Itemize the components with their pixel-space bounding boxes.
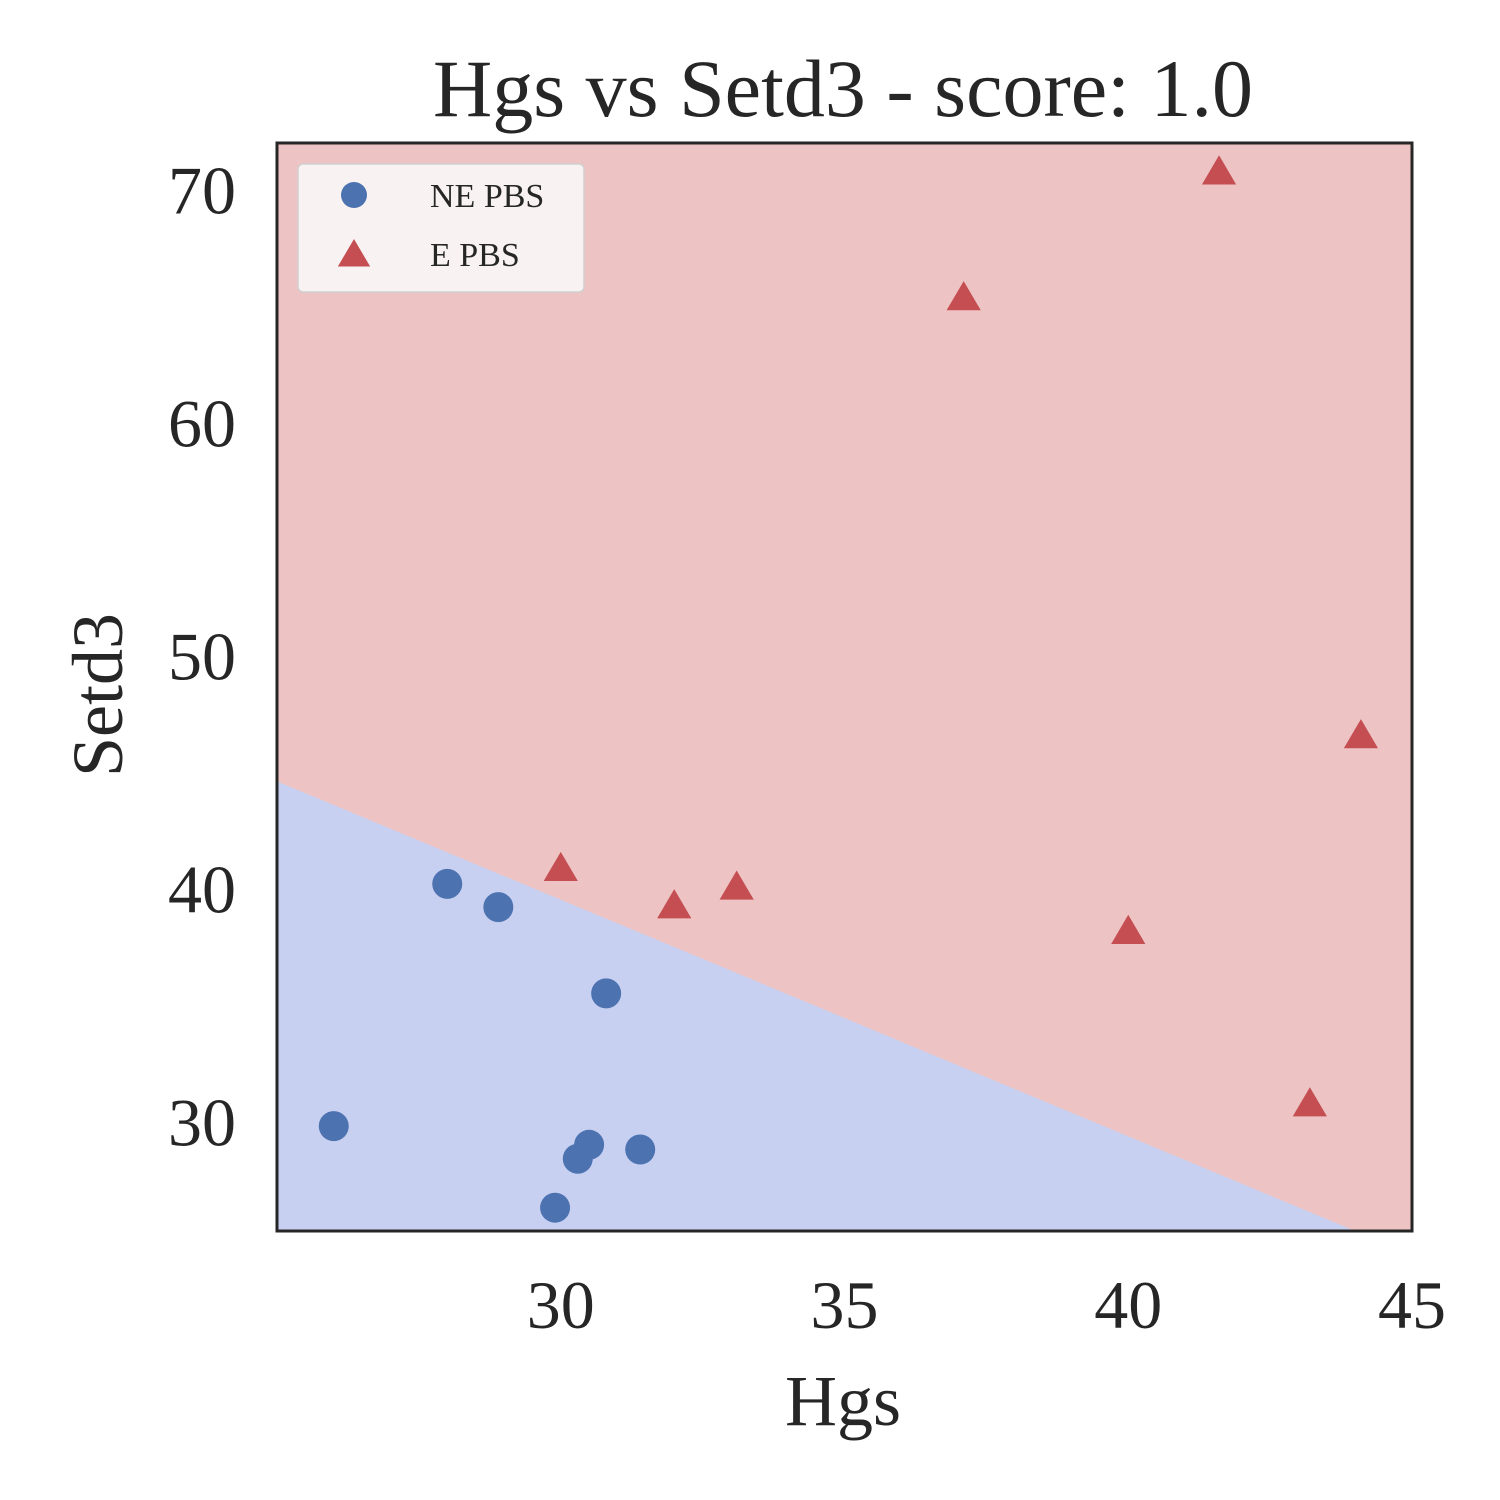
point-e-pbs-5 (1201, 155, 1237, 185)
point-ne-pbs-5 (562, 1143, 593, 1174)
y-tick-0: 30 (168, 1085, 236, 1161)
decision-regions (277, 143, 1412, 1231)
legend-box (297, 163, 585, 293)
point-e-pbs-3 (946, 281, 981, 311)
point-e-pbs-1 (657, 889, 692, 919)
point-ne-pbs-2 (483, 892, 514, 923)
legend-marker-e-pbs (337, 239, 371, 267)
data-points (318, 155, 1379, 1223)
legend-label-e-pbs: E PBS (430, 237, 520, 274)
x-tick-1: 35 (811, 1267, 879, 1343)
point-e-pbs-4 (1111, 914, 1146, 944)
point-ne-pbs-7 (540, 1192, 571, 1223)
x-tick-0: 30 (527, 1267, 595, 1343)
point-e-pbs-0 (543, 851, 578, 882)
point-e-pbs-2 (719, 870, 754, 900)
y-tick-labels: 30 40 50 60 70 (168, 153, 236, 1161)
y-axis-label: Setd3 (58, 613, 138, 777)
y-tick-1: 40 (168, 852, 236, 928)
plot-frame (275, 141, 1414, 1233)
x-tick-2: 40 (1094, 1267, 1162, 1343)
chart-title: Hgs vs Setd3 - score: 1.0 (433, 43, 1253, 134)
point-ne-pbs-6 (625, 1134, 656, 1165)
y-tick-2: 50 (168, 619, 236, 695)
legend-label-ne-pbs: NE PBS (430, 178, 544, 215)
x-tick-3: 45 (1378, 1267, 1446, 1343)
x-tick-labels: 30 35 40 45 (527, 1267, 1446, 1343)
region-ne-pbs (277, 781, 1356, 1231)
y-tick-4: 70 (168, 153, 236, 229)
point-e-pbs-7 (1343, 719, 1379, 749)
point-ne-pbs-1 (432, 868, 463, 899)
legend-marker-ne-pbs (341, 182, 367, 208)
point-ne-pbs-3 (591, 978, 622, 1009)
point-e-pbs-6 (1292, 1087, 1327, 1117)
x-axis-label: Hgs (785, 1361, 901, 1441)
legend: NE PBS E PBS (297, 163, 585, 293)
y-tick-3: 60 (168, 386, 236, 462)
point-ne-pbs-0 (318, 1111, 349, 1142)
